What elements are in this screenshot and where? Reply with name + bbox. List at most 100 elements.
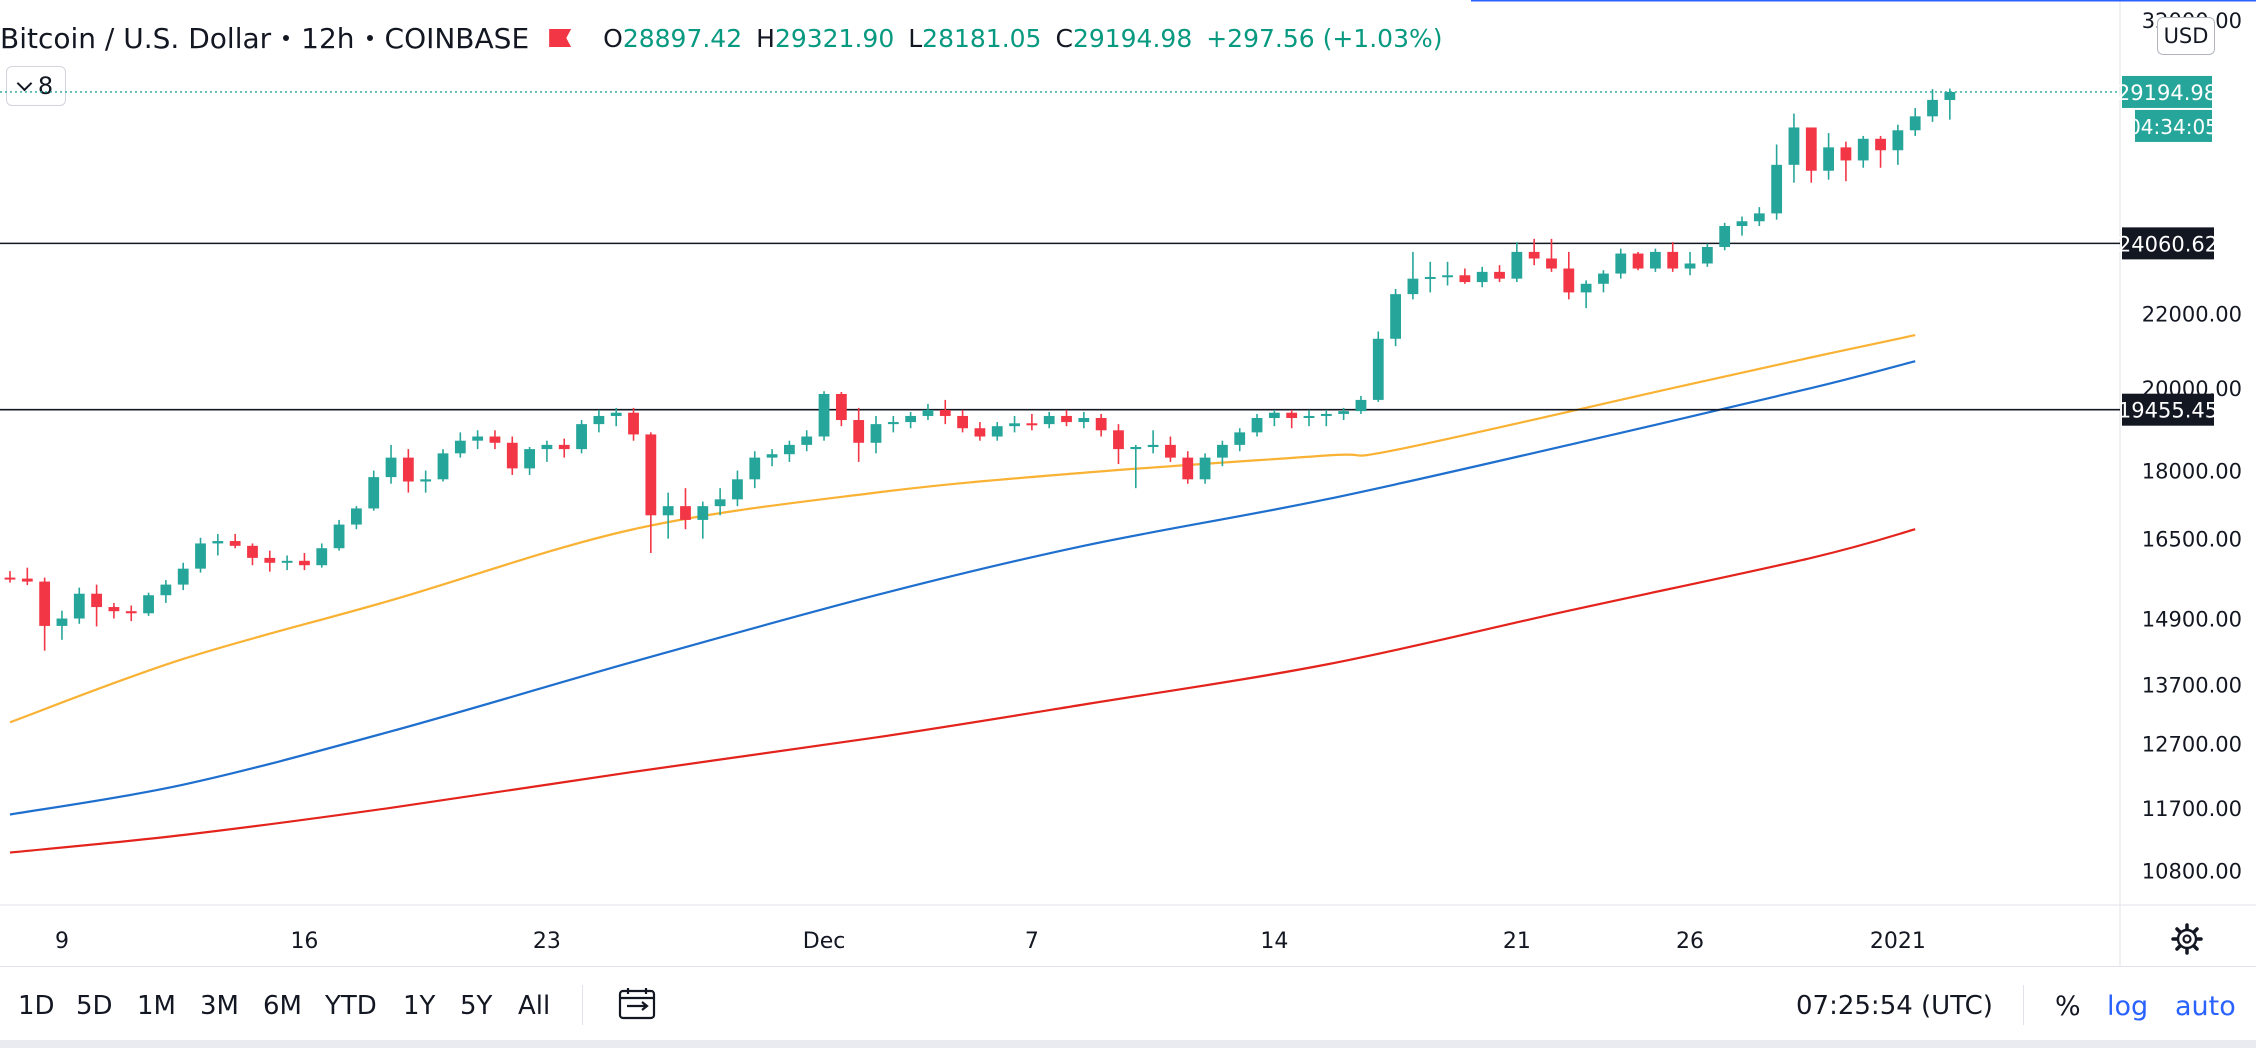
- candle-body: [922, 409, 934, 416]
- candle-body: [853, 420, 865, 443]
- candle-body: [1528, 251, 1540, 259]
- range-all[interactable]: All: [518, 991, 551, 1021]
- candle: [628, 407, 639, 441]
- go-to-date-icon[interactable]: [618, 987, 658, 1021]
- candle-body: [1009, 423, 1020, 427]
- settings-gear-icon[interactable]: [2171, 923, 2203, 955]
- range-5d[interactable]: 5D: [76, 991, 113, 1021]
- symbol-name[interactable]: Bitcoin / U.S. Dollar: [0, 21, 272, 55]
- candle: [835, 392, 847, 427]
- candle-body: [1944, 91, 1956, 100]
- candle: [1927, 89, 1938, 122]
- candle: [1061, 409, 1072, 427]
- utc-clock[interactable]: 07:25:54 (UTC): [1796, 991, 1993, 1021]
- separator-dot: [366, 35, 373, 41]
- candle: [420, 470, 432, 493]
- range-1m[interactable]: 1M: [137, 991, 176, 1021]
- interval-label[interactable]: 12h: [301, 21, 355, 55]
- candle: [56, 610, 68, 640]
- candle: [1563, 251, 1575, 300]
- candle: [1753, 207, 1765, 227]
- candle-body: [576, 424, 587, 450]
- candle-body: [1736, 221, 1748, 227]
- ohlc-close: C29194.98: [1055, 23, 1193, 53]
- flag-icon[interactable]: [549, 29, 572, 47]
- candle: [524, 446, 535, 475]
- candle-body: [541, 444, 553, 450]
- candle: [1805, 127, 1817, 183]
- price-tick-label: 11700.00: [2142, 797, 2242, 821]
- candle-body: [1130, 446, 1142, 450]
- candle-body: [524, 449, 535, 469]
- candle: [1355, 395, 1367, 414]
- currency-button[interactable]: USD: [2157, 17, 2215, 55]
- candle: [1234, 428, 1246, 452]
- candle-body: [229, 541, 241, 546]
- candle: [1407, 251, 1419, 300]
- candle-body: [333, 524, 345, 549]
- candle-body: [39, 581, 51, 626]
- candle: [680, 488, 691, 530]
- candle: [732, 470, 743, 507]
- candle-body: [247, 545, 258, 558]
- candle-body: [1095, 417, 1107, 431]
- candle: [697, 501, 709, 539]
- candle: [21, 567, 33, 586]
- ema-line: [9, 528, 1916, 854]
- candle-body: [870, 424, 882, 443]
- candle: [662, 492, 674, 539]
- candle-body: [801, 436, 813, 445]
- candle: [1147, 430, 1159, 454]
- candle-body: [662, 506, 674, 516]
- candle-body: [1580, 283, 1592, 293]
- candle: [1909, 108, 1921, 136]
- candle-body: [1684, 263, 1696, 269]
- candle-body: [1147, 444, 1159, 447]
- candle-body: [1199, 457, 1211, 480]
- auto-scale-toggle[interactable]: auto: [2175, 991, 2236, 1022]
- candle-body: [905, 415, 917, 423]
- range-3m[interactable]: 3M: [200, 991, 239, 1021]
- candle: [1424, 261, 1436, 293]
- candle: [195, 537, 206, 573]
- range-5y[interactable]: 5Y: [460, 991, 493, 1021]
- range-ytd[interactable]: YTD: [325, 991, 377, 1021]
- percent-scale-toggle[interactable]: %: [2055, 991, 2081, 1022]
- range-1y[interactable]: 1Y: [403, 991, 436, 1021]
- candle: [1199, 453, 1211, 484]
- candle-body: [125, 611, 137, 614]
- candle: [1944, 88, 1956, 120]
- bottom-toolbar: 1D 5D 1M 3M 6M YTD 1Y 5Y All 07:25:54 (U…: [0, 966, 2256, 1041]
- candle: [1580, 280, 1592, 309]
- range-1d[interactable]: 1D: [18, 991, 55, 1021]
- price-chart[interactable]: 32000.0022000.0020000.0018000.0016500.00…: [0, 0, 2256, 966]
- candle-body: [454, 440, 466, 454]
- candle: [472, 430, 484, 450]
- candle: [749, 451, 761, 489]
- candle-body: [1268, 412, 1280, 418]
- candle: [1268, 409, 1280, 427]
- candle: [1182, 451, 1194, 484]
- log-scale-toggle[interactable]: log: [2107, 991, 2149, 1022]
- candle-body: [593, 415, 605, 425]
- price-tick-label: 14900.00: [2142, 608, 2242, 632]
- horizontal-levels[interactable]: 24060.62 19455.45: [0, 227, 2218, 426]
- candle-body: [1701, 246, 1713, 264]
- candle: [1390, 288, 1401, 347]
- candle: [4, 571, 16, 583]
- candle-body: [1303, 415, 1315, 418]
- candle: [299, 553, 310, 571]
- range-6m[interactable]: 6M: [263, 991, 302, 1021]
- candle: [506, 436, 518, 475]
- candle: [229, 533, 241, 549]
- candle: [1095, 413, 1107, 437]
- candle: [1875, 135, 1886, 168]
- candle: [1840, 141, 1852, 182]
- candle-body: [1632, 253, 1644, 269]
- candle: [1165, 436, 1176, 462]
- candle-body: [1667, 251, 1679, 269]
- candle-body: [1927, 99, 1938, 117]
- candle-body: [489, 436, 501, 443]
- indicators-toggle-button[interactable]: 8: [6, 66, 66, 106]
- time-axis[interactable]: 9 16 23 Dec 7 14 21 26 2021: [55, 929, 1926, 954]
